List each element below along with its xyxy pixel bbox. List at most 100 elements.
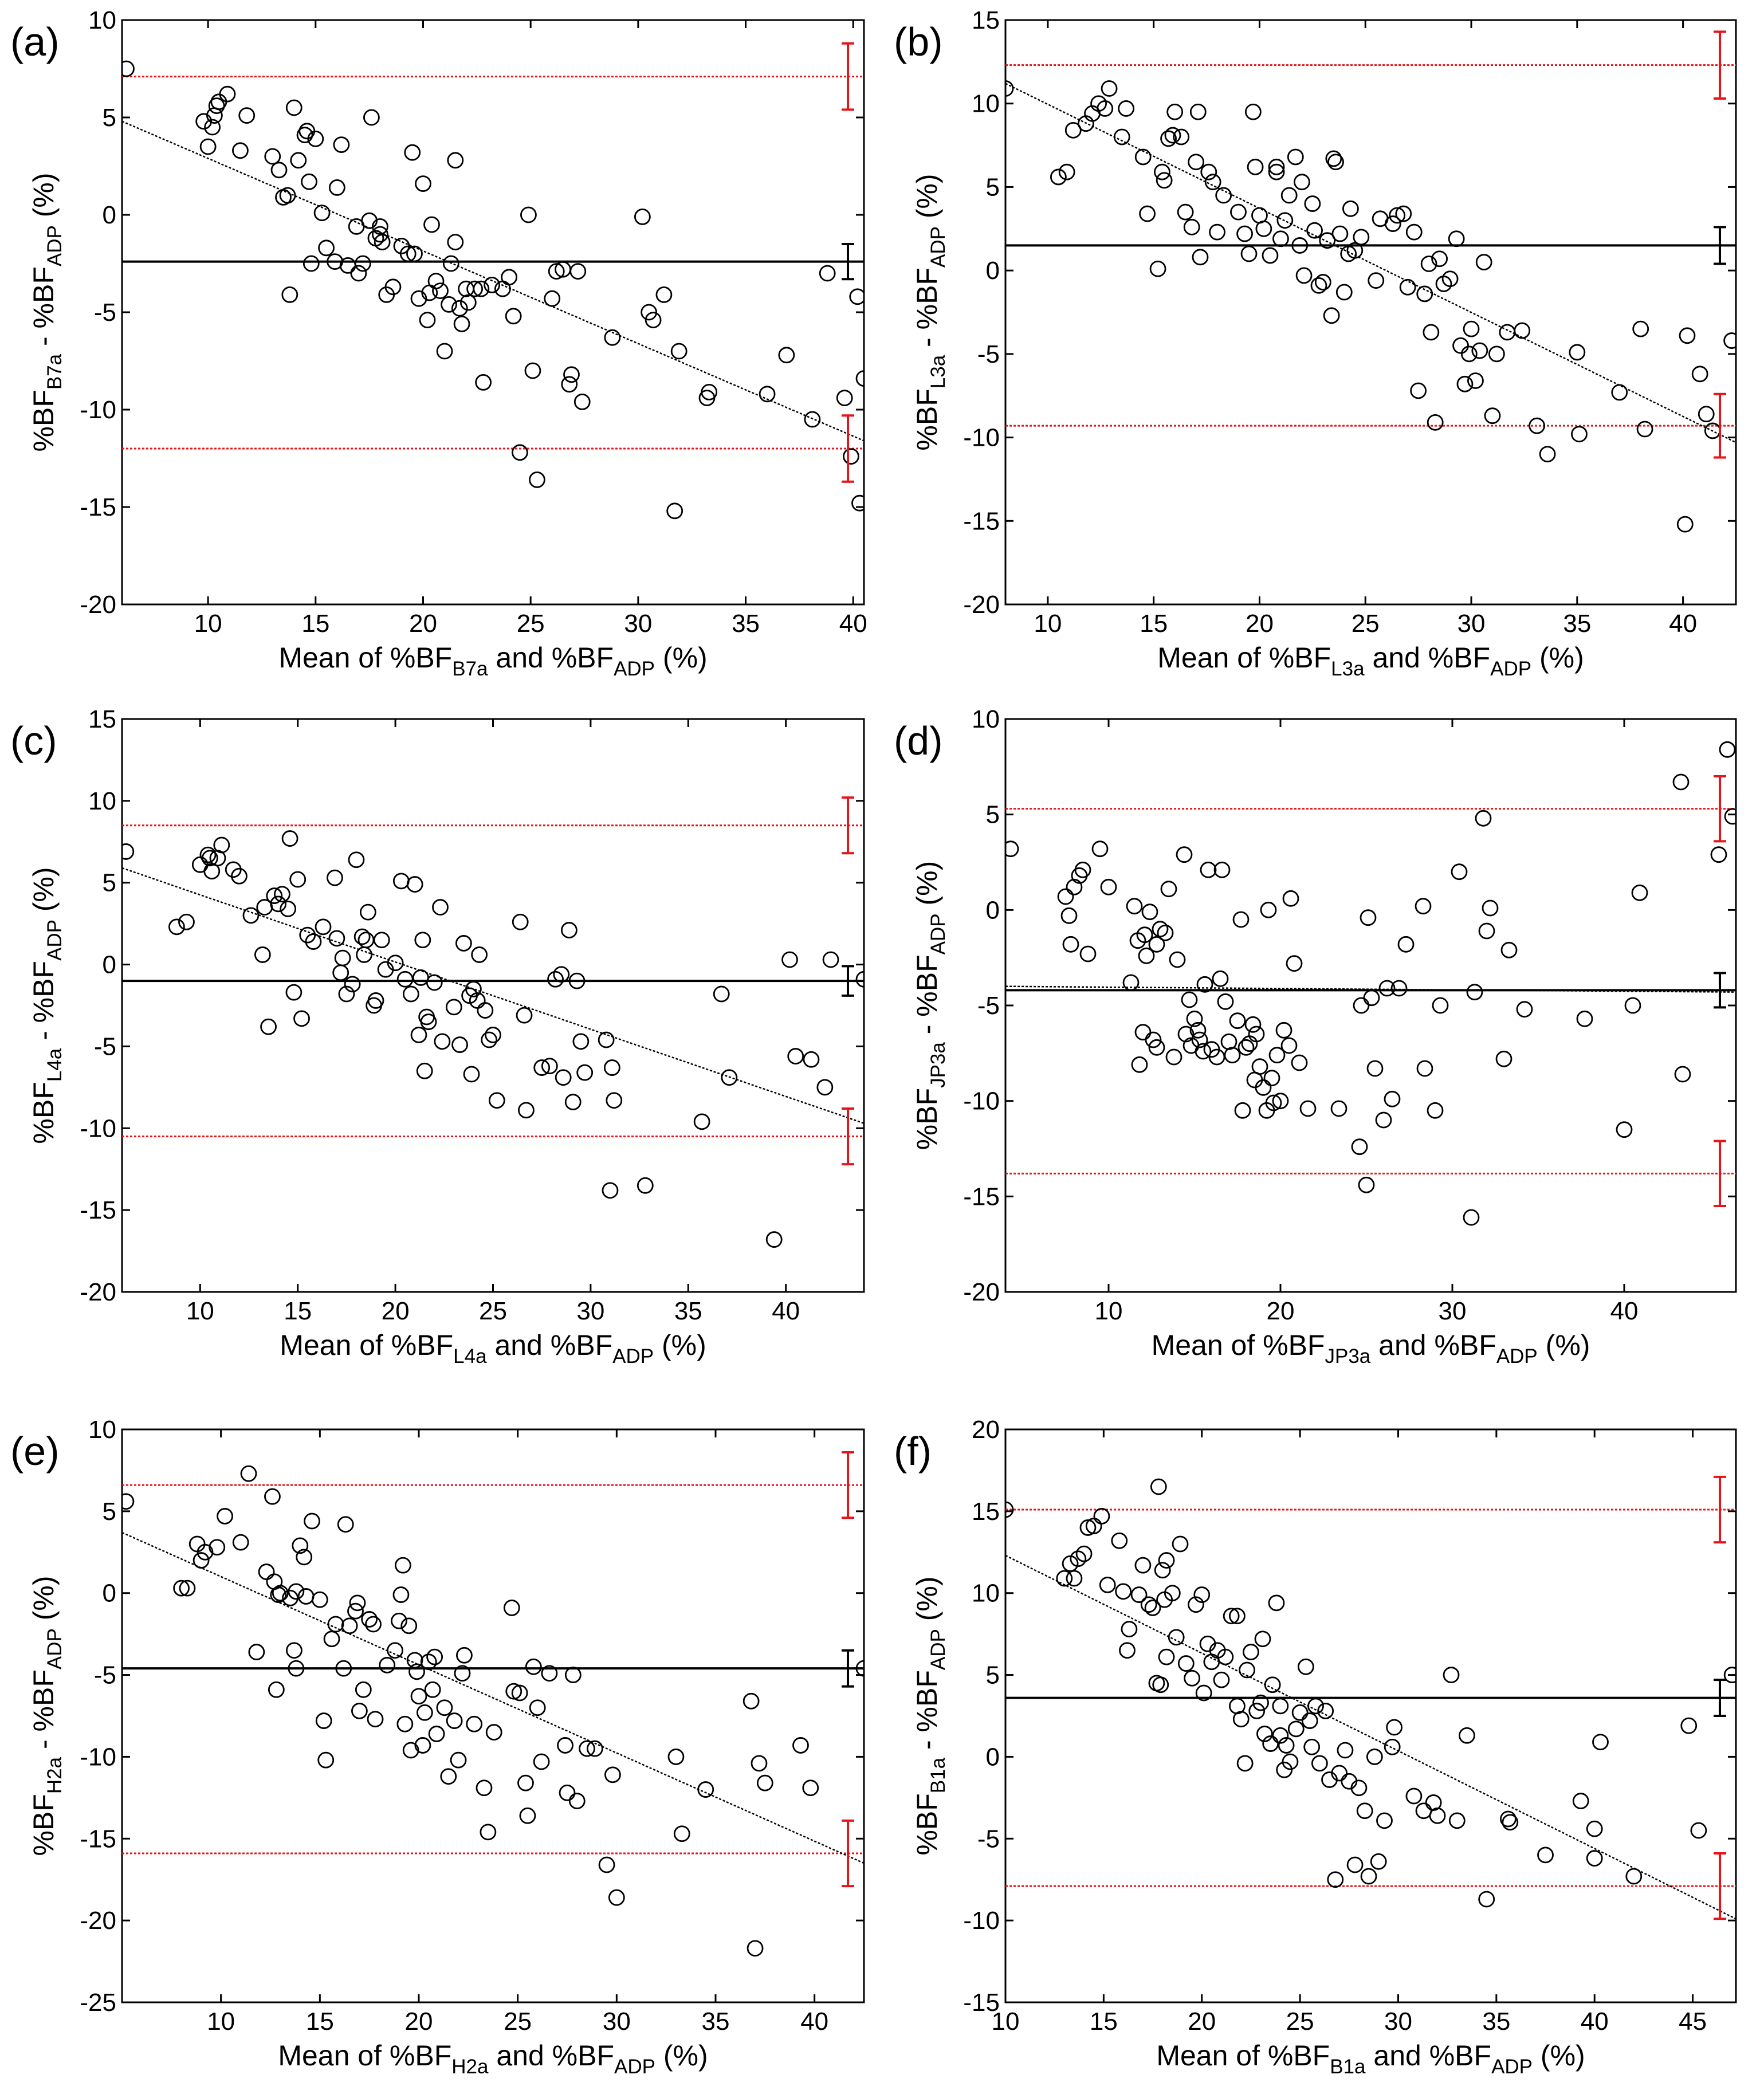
data-point <box>1427 414 1444 431</box>
data-point <box>242 907 260 924</box>
x-tick-label: 30 <box>576 1297 604 1325</box>
data-point <box>1311 1755 1328 1772</box>
data-point <box>420 1653 437 1671</box>
data-point <box>406 245 423 262</box>
data-point <box>248 1644 265 1660</box>
data-point <box>426 974 443 991</box>
data-point <box>1616 1121 1633 1138</box>
data-point <box>288 1583 305 1600</box>
data-point <box>471 946 488 963</box>
data-point <box>1223 1608 1240 1625</box>
data-point <box>122 60 135 77</box>
data-point <box>463 1066 480 1083</box>
data-point <box>1005 840 1019 858</box>
data-point <box>1478 1891 1495 1908</box>
data-point <box>1213 861 1231 878</box>
data-point <box>1005 1501 1014 1518</box>
y-tick-label: 5 <box>103 869 116 897</box>
data-point <box>511 1684 528 1702</box>
data-point <box>765 1231 783 1248</box>
data-point <box>392 1586 410 1603</box>
data-point <box>217 1508 233 1525</box>
data-point <box>855 971 864 988</box>
data-area <box>122 60 864 520</box>
data-point <box>1184 1669 1201 1687</box>
data-point <box>1441 270 1459 288</box>
lower-limit-ci <box>842 414 854 483</box>
data-point <box>1156 172 1173 189</box>
y-tick-label: 10 <box>88 6 116 34</box>
y-tick-label: 10 <box>972 705 1000 733</box>
data-point <box>561 922 577 938</box>
data-point <box>1060 907 1078 924</box>
y-tick-label: 5 <box>986 801 1000 829</box>
data-point <box>173 1580 190 1597</box>
data-point <box>1148 936 1165 953</box>
data-point <box>1057 888 1074 905</box>
data-point <box>1232 1711 1250 1728</box>
trend-line <box>1005 1554 1736 1920</box>
data-point <box>1314 274 1331 290</box>
data-point <box>466 280 483 297</box>
y-tick-label: 10 <box>972 1580 1000 1608</box>
data-point <box>1268 1594 1285 1612</box>
data-point <box>414 1737 431 1754</box>
data-point <box>1100 878 1117 895</box>
lower-limit-ci <box>842 1819 854 1888</box>
data-point <box>561 376 578 393</box>
data-point <box>1188 154 1205 171</box>
data-point <box>475 374 492 391</box>
data-point <box>697 1781 714 1798</box>
data-point <box>1399 278 1416 296</box>
data-point <box>1306 222 1323 239</box>
data-point <box>1514 322 1531 339</box>
data-point <box>1351 1138 1368 1156</box>
data-point <box>1189 1022 1207 1039</box>
data-point <box>1475 810 1492 827</box>
data-point <box>1310 277 1327 294</box>
data-point <box>1192 249 1209 266</box>
data-point <box>424 1681 441 1698</box>
data-point <box>188 1535 206 1553</box>
data-point <box>1586 1820 1603 1837</box>
data-point <box>1183 218 1200 235</box>
data-point <box>238 107 256 124</box>
data-point <box>1500 1810 1517 1828</box>
y-tick-label: -5 <box>94 1661 116 1690</box>
data-point <box>579 1740 595 1757</box>
data-area <box>1005 741 1736 1226</box>
data-point <box>851 494 864 512</box>
y-tick-label: 15 <box>972 1498 1000 1526</box>
data-point <box>1177 1655 1195 1672</box>
data-point <box>1195 1684 1212 1702</box>
upper-limit-ci <box>1714 30 1726 100</box>
data-point <box>445 999 462 1016</box>
data-point <box>803 1051 820 1068</box>
data-point <box>1158 1648 1175 1665</box>
data-point <box>481 1031 498 1048</box>
x-tick-label: 30 <box>603 2007 631 2036</box>
data-point <box>802 1779 819 1797</box>
data-point <box>1586 1850 1603 1867</box>
data-point <box>1232 911 1250 928</box>
data-point <box>281 830 298 847</box>
data-point <box>1350 1779 1368 1797</box>
data-point <box>604 329 621 346</box>
data-point <box>1416 285 1433 302</box>
upper-limit-ci <box>842 796 854 855</box>
data-point <box>1050 168 1067 186</box>
data-point <box>512 913 529 930</box>
data-point <box>756 1774 773 1791</box>
y-tick-label: -5 <box>977 340 1000 368</box>
data-point <box>1287 1720 1305 1738</box>
data-point <box>721 1069 738 1086</box>
data-point <box>1005 80 1014 97</box>
lower-limit-ci <box>1714 392 1726 459</box>
data-point <box>1134 1557 1152 1574</box>
data-point <box>473 280 490 297</box>
data-point <box>1466 984 1483 1001</box>
data-point <box>1488 345 1505 363</box>
data-point <box>1262 247 1279 264</box>
data-point <box>392 873 410 890</box>
data-point <box>602 1182 619 1199</box>
